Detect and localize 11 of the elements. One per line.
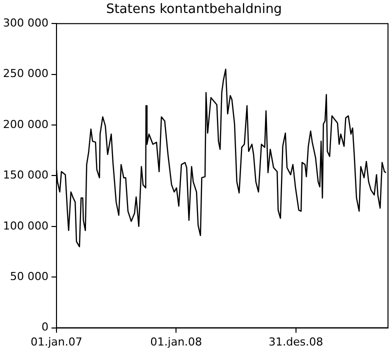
y-tick-label: 50 000 <box>10 270 48 283</box>
x-tick-label: 31.des.08 <box>268 335 324 348</box>
y-tick-label: 250 000 <box>2 67 48 80</box>
y-tick-label: 200 000 <box>2 118 48 131</box>
y-tick-label: 150 000 <box>2 168 48 182</box>
y-tick-label: 0 <box>41 320 48 334</box>
y-tick-label: 300 000 <box>2 16 48 30</box>
x-tick-label: 01.jan.07 <box>30 335 82 348</box>
x-tick-label: 01.jan.08 <box>150 335 202 348</box>
y-tick-label: 100 000 <box>2 219 48 232</box>
chart-title: Statens kontantbehaldning <box>106 2 282 18</box>
